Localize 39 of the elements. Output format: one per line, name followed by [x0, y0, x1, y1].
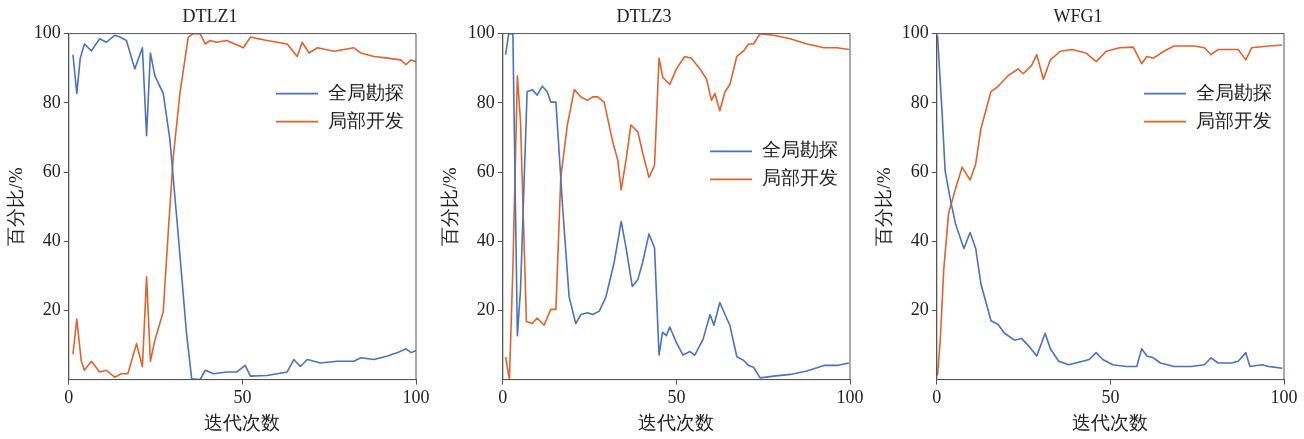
- legend-label: 全局勘探: [762, 139, 838, 161]
- legend-label: 局部开发: [1196, 109, 1272, 131]
- y-axis-title: 百分比/%: [873, 167, 895, 246]
- legend-label: 全局勘探: [328, 81, 404, 103]
- x-tick-label: 50: [233, 387, 252, 408]
- x-tick-label: 0: [64, 387, 74, 408]
- x-axis-title: 迭代次数: [638, 411, 715, 433]
- y-tick-label: 60: [42, 160, 61, 181]
- y-tick-label: 80: [42, 91, 61, 112]
- y-tick-label: 20: [476, 299, 495, 320]
- legend-label: 全局勘探: [1196, 81, 1272, 103]
- x-tick-label: 50: [1101, 387, 1120, 408]
- x-tick-label: 100: [1270, 387, 1298, 408]
- x-tick-label: 0: [932, 387, 942, 408]
- y-tick-label: 100: [467, 22, 495, 43]
- x-axis-title: 迭代次数: [1072, 411, 1149, 433]
- y-tick-label: 60: [476, 160, 495, 181]
- y-tick-label: 80: [910, 91, 929, 112]
- chart-title: WFG1: [1053, 5, 1103, 26]
- x-tick-label: 100: [402, 387, 430, 408]
- chart-title: DTLZ1: [182, 5, 238, 26]
- x-tick-label: 0: [498, 387, 508, 408]
- y-tick-label: 60: [910, 160, 929, 181]
- y-axis-title: 百分比/%: [5, 167, 27, 246]
- y-tick-label: 20: [42, 299, 61, 320]
- y-tick-label: 40: [42, 229, 61, 250]
- chart-title: DTLZ3: [616, 5, 672, 26]
- y-tick-label: 100: [901, 22, 929, 43]
- y-tick-label: 100: [33, 22, 61, 43]
- x-tick-label: 50: [667, 387, 686, 408]
- y-tick-label: 20: [910, 299, 929, 320]
- x-axis-title: 迭代次数: [204, 411, 281, 433]
- y-tick-label: 40: [910, 229, 929, 250]
- x-tick-label: 100: [836, 387, 864, 408]
- y-tick-label: 40: [476, 229, 495, 250]
- y-axis-title: 百分比/%: [439, 167, 461, 246]
- legend-label: 局部开发: [328, 109, 404, 131]
- y-tick-label: 80: [476, 91, 495, 112]
- legend-label: 局部开发: [762, 167, 838, 189]
